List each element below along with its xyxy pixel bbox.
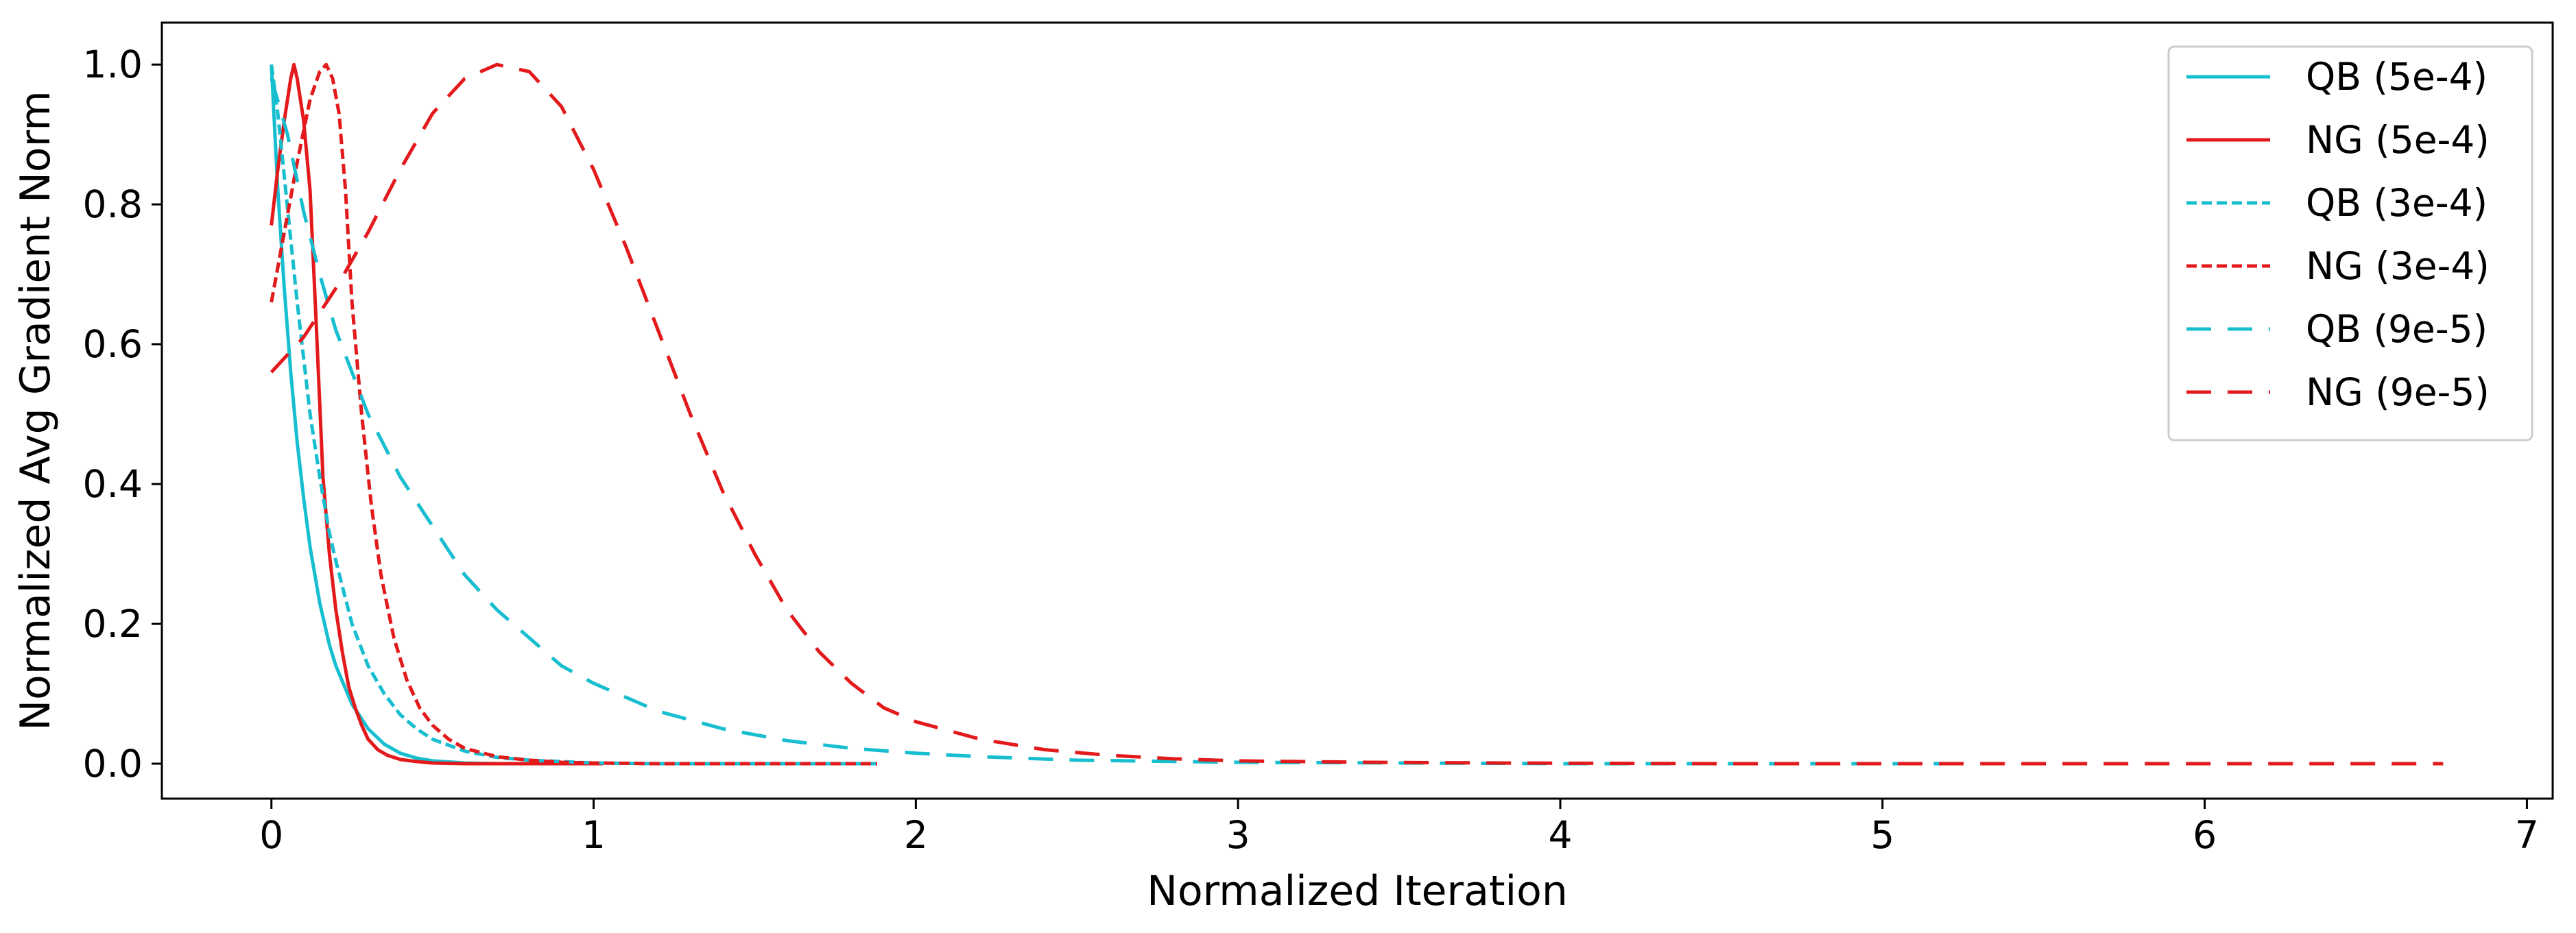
y-tick-label: 0.6	[83, 322, 143, 366]
y-tick-label: 0.0	[83, 742, 143, 786]
x-tick-label: 6	[2193, 813, 2217, 857]
x-axis: 0 1 2 3 4 5 6 7	[259, 799, 2539, 857]
y-tick-label: 0.8	[83, 182, 143, 226]
x-tick-label: 1	[582, 813, 606, 857]
x-axis-label: Normalized Iteration	[1147, 867, 1568, 915]
legend: QB (5e-4) NG (5e-4) QB (3e-4) NG (3e-4) QB (…	[2167, 45, 2533, 441]
y-axis: 0.0 0.2 0.4 0.6 0.8 1.0	[83, 43, 162, 786]
x-tick-label: 4	[1548, 813, 1572, 857]
x-tick-label: 7	[2515, 813, 2539, 857]
legend-label: QB (9e-5)	[2306, 307, 2488, 351]
legend-label: QB (5e-4)	[2306, 55, 2488, 99]
series-line-1	[270, 62, 604, 766]
y-axis-label: Normalized Avg Gradient Norm	[12, 90, 60, 730]
series-line-2	[270, 64, 877, 766]
series-line-3	[270, 62, 877, 766]
plot-lines	[270, 62, 2444, 766]
x-tick-label: 0	[259, 813, 283, 857]
plot-frame	[160, 21, 2554, 800]
legend-box	[2167, 45, 2533, 441]
y-tick-label: 0.2	[83, 602, 143, 646]
series-line-4	[270, 77, 1941, 766]
y-tick-label: 1.0	[83, 43, 143, 86]
legend-label: NG (3e-4)	[2306, 244, 2490, 288]
legend-label: NG (5e-4)	[2306, 118, 2490, 162]
x-tick-label: 3	[1226, 813, 1250, 857]
x-tick-label: 5	[1870, 813, 1894, 857]
legend-label: NG (9e-5)	[2306, 370, 2490, 414]
y-tick-label: 0.4	[83, 462, 143, 506]
x-tick-label: 2	[904, 813, 928, 857]
series-line-5	[270, 62, 2444, 766]
legend-label: QB (3e-4)	[2306, 181, 2488, 225]
